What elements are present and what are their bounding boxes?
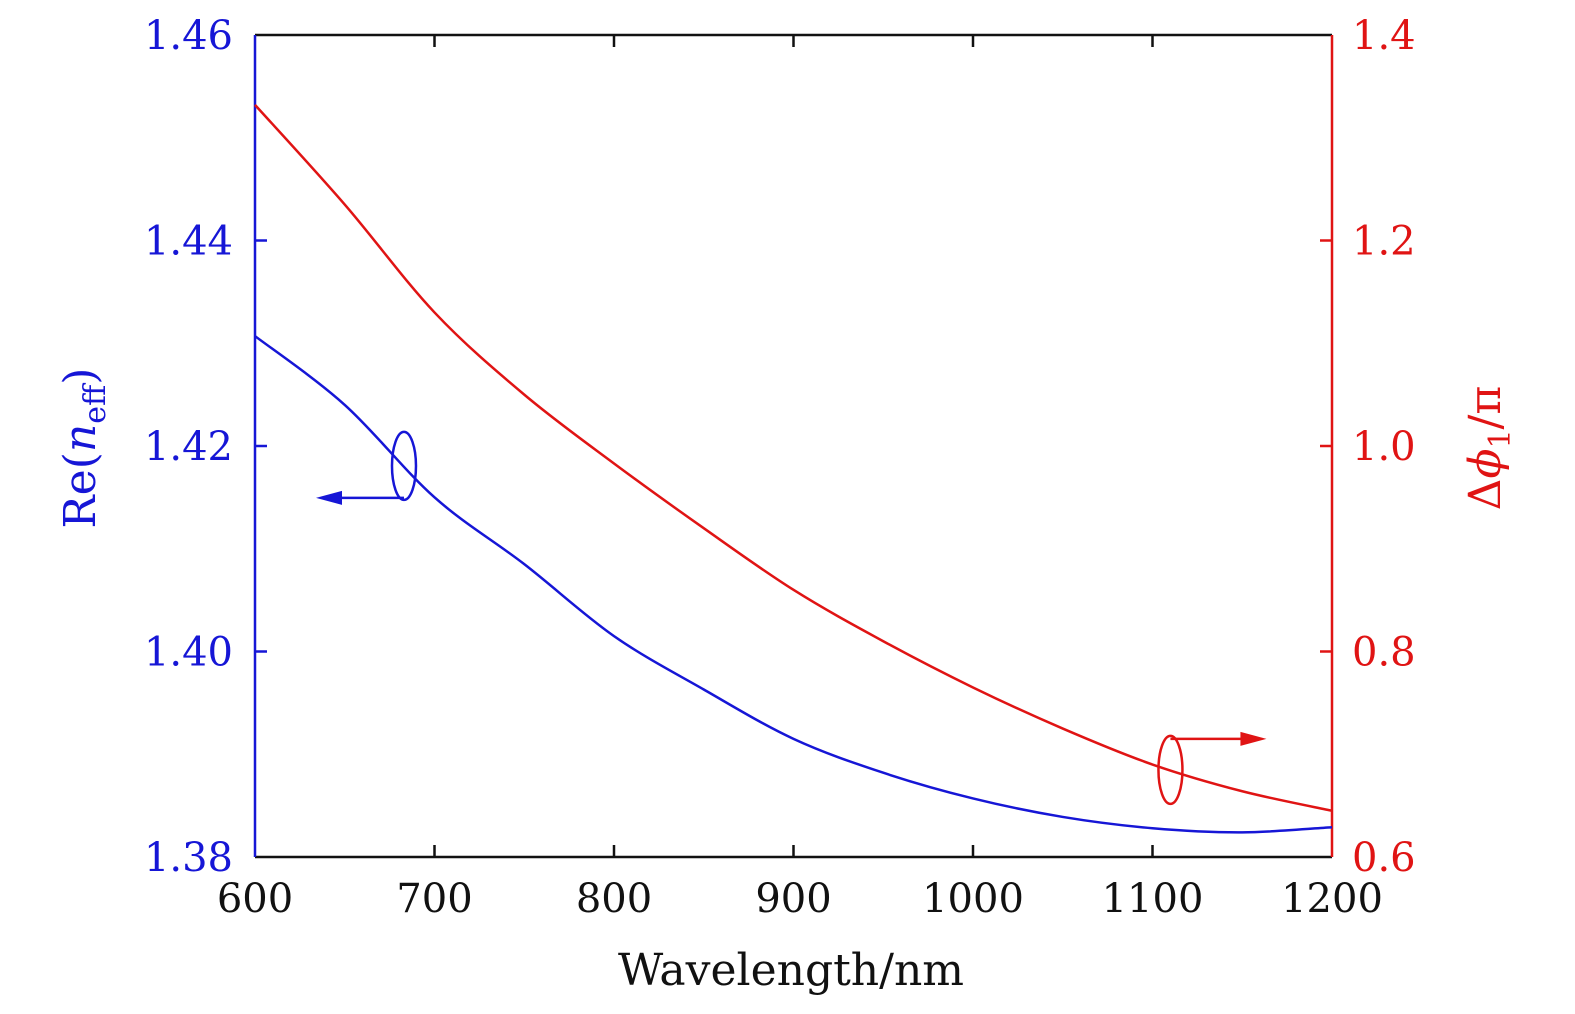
- series-line-left-axis: [254, 335, 1333, 834]
- left-axis-title: Re(neff): [55, 368, 113, 529]
- series-line-right-axis: [254, 104, 1333, 812]
- left-axis-title-sub: eff: [78, 382, 113, 424]
- x-tick-label: 1100: [1102, 876, 1204, 922]
- x-tick-label: 800: [576, 876, 652, 922]
- left-tick-label: 1.40: [144, 630, 233, 676]
- right-tick-label: 1.0: [1352, 424, 1416, 470]
- ticks-layer: 600 700 800 900 1000 1100 1200 1.38 1.40 1.42 1.44…: [144, 13, 1416, 922]
- left-tick-label: 1.44: [144, 219, 233, 265]
- annotation-layer: [315, 430, 1267, 806]
- left-tick-label: 1.42: [144, 424, 233, 470]
- x-tick-label: 1200: [1281, 876, 1383, 922]
- left-axis-title-base: Re(: [55, 452, 106, 528]
- left-arrow-icon: [315, 490, 342, 505]
- right-axis-title-sub: 1: [1483, 429, 1518, 448]
- left-tick-label: 1.46: [144, 13, 233, 59]
- right-axis-title-prefix: Δ: [1460, 479, 1511, 511]
- right-tick-label: 1.4: [1352, 13, 1416, 59]
- x-tick-label: 900: [755, 876, 831, 922]
- axis-indicator-right: [1157, 731, 1267, 806]
- x-tick-label: 700: [396, 876, 472, 922]
- series-layer: [254, 104, 1333, 834]
- x-tick-label: 600: [217, 876, 293, 922]
- left-axis-title-close: ): [55, 368, 106, 385]
- right-tick-label: 1.2: [1352, 219, 1416, 265]
- indicator-ellipse: [390, 430, 418, 502]
- x-axis-title: Wavelength/nm: [618, 945, 964, 996]
- x-tick-label: 1000: [922, 876, 1024, 922]
- left-axis-title-var: n: [55, 424, 106, 452]
- axis-indicator-left: [315, 430, 418, 505]
- right-arrow-icon: [1240, 731, 1267, 746]
- right-axis-title-suffix: /π: [1460, 386, 1511, 430]
- right-tick-label: 0.8: [1352, 630, 1416, 676]
- right-axis-title-var: ϕ: [1460, 449, 1511, 479]
- left-tick-label: 1.38: [144, 835, 233, 881]
- right-axis-title: Δϕ1/π: [1460, 386, 1518, 511]
- right-tick-label: 0.6: [1352, 835, 1416, 881]
- plot-frame: [253, 33, 1334, 859]
- indicator-ellipse: [1157, 734, 1184, 806]
